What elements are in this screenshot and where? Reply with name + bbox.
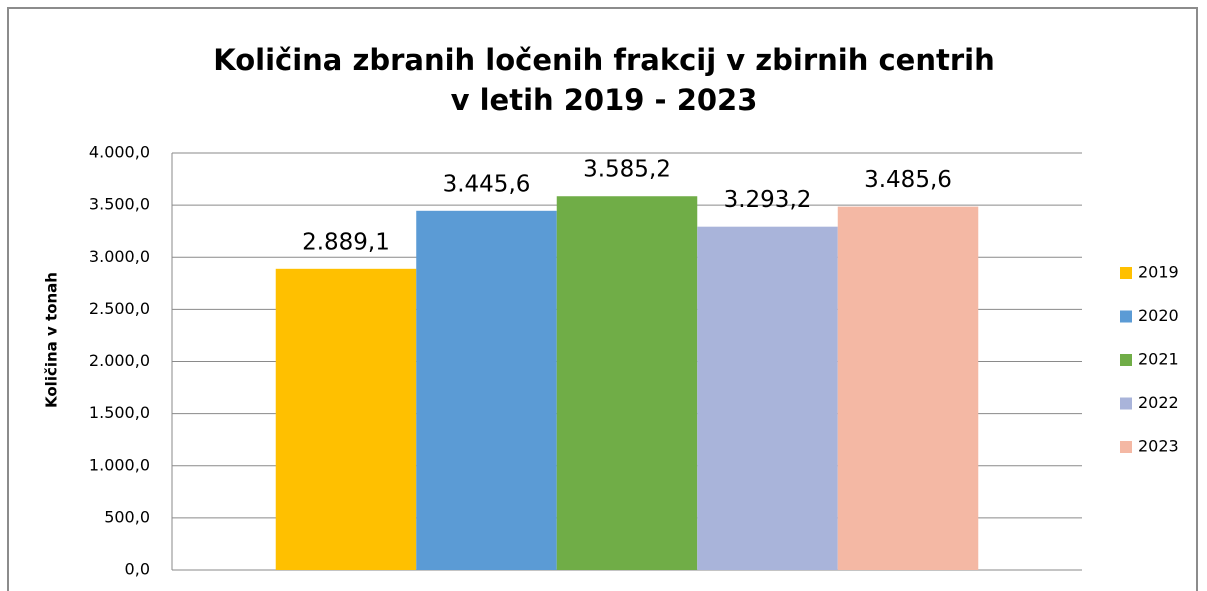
y-tick-label: 500,0 [104, 507, 150, 526]
data-label: 3.293,2 [724, 187, 812, 213]
y-tick-label: 3.000,0 [89, 247, 150, 266]
y-tick-label: 4.000,0 [89, 143, 150, 162]
legend-label: 2021 [1138, 350, 1179, 369]
legend-label: 2019 [1138, 263, 1179, 282]
bar [697, 226, 838, 570]
y-tick-label: 2.500,0 [89, 299, 150, 318]
legend-swatch [1120, 354, 1132, 366]
y-axis-label: Količina v tonah [43, 272, 61, 408]
data-label: 3.445,6 [443, 171, 531, 197]
data-label: 3.485,6 [864, 167, 952, 193]
legend-swatch [1120, 310, 1132, 323]
bar [275, 268, 417, 570]
y-tick-label: 0,0 [125, 560, 150, 579]
bar [416, 210, 557, 570]
legend-label: 2020 [1138, 306, 1179, 325]
legend-label: 2022 [1138, 393, 1179, 412]
legend-swatch [1120, 441, 1132, 453]
bar [556, 196, 698, 570]
bar [837, 206, 979, 570]
y-tick-label: 2.000,0 [89, 351, 150, 370]
chart-title: Količina zbranih ločenih frakcij v zbirn… [213, 43, 995, 77]
y-tick-label: 3.500,0 [89, 195, 150, 214]
chart-title: v letih 2019 - 2023 [451, 83, 758, 117]
data-label: 2.889,1 [302, 229, 390, 255]
legend-label: 2023 [1138, 437, 1179, 456]
legend-swatch [1120, 397, 1132, 410]
chart-border [7, 7, 1198, 591]
y-tick-label: 1.000,0 [89, 455, 150, 474]
y-tick-label: 1.500,0 [89, 403, 150, 422]
data-label: 3.585,2 [583, 157, 671, 183]
legend-swatch [1120, 267, 1132, 279]
